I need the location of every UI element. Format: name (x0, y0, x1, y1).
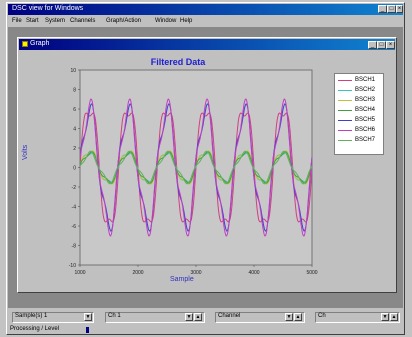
legend-label: BSCH7 (355, 137, 376, 143)
y-tick-label: -10 (69, 263, 76, 269)
x-tick-label: 1000 (74, 270, 85, 276)
maximize-icon[interactable]: □ (387, 5, 396, 13)
graph-close-icon[interactable]: × (386, 41, 395, 49)
y-tick-label: 0 (73, 166, 76, 172)
status-progress (86, 327, 89, 333)
y-tick-label: -8 (72, 244, 77, 250)
status-text: Processing / Level (10, 326, 60, 332)
close-icon[interactable]: × (396, 5, 403, 13)
legend-label: BSCH5 (355, 117, 376, 123)
x-tick-label: 3000 (190, 270, 201, 276)
x-tick-label: 4000 (248, 270, 259, 276)
y-tick-label: -2 (72, 185, 77, 191)
legend-swatch (338, 130, 352, 131)
menu-start[interactable]: Start (26, 18, 39, 24)
channel-a-down-icon[interactable]: ▼ (185, 313, 193, 321)
app-titlebar[interactable] (8, 4, 403, 15)
x-axis-label: Sample (170, 276, 194, 283)
channel-b-panel (215, 312, 305, 323)
graph-window-icon (22, 41, 28, 47)
legend-swatch (338, 120, 352, 121)
legend: BSCH1 BSCH2 BSCH3 BSCH4 BSCH5 BSCH6 BSCH… (334, 73, 384, 155)
graph-window-title: Graph (30, 40, 50, 47)
channel-a-label: Ch 1 (108, 313, 121, 319)
legend-label: BSCH2 (355, 87, 376, 93)
menu-window[interactable]: Window (155, 18, 177, 24)
series-line-bsch6 (80, 98, 312, 237)
legend-item: BSCH3 (338, 96, 382, 105)
y-tick-label: 10 (70, 68, 76, 74)
channel-b-label: Channel (218, 313, 241, 319)
chart-title: Filtered Data (150, 57, 206, 67)
channel-b-up-icon[interactable]: ▲ (294, 313, 302, 321)
series-line-bsch7 (80, 150, 312, 185)
sample-dropdown-icon[interactable]: ▼ (84, 313, 92, 321)
x-tick-label: 2000 (132, 270, 143, 276)
channel-c-panel (315, 312, 400, 323)
legend-label: BSCH4 (355, 107, 376, 113)
channel-c-down-icon[interactable]: ▼ (381, 313, 389, 321)
y-tick-label: 8 (73, 88, 76, 94)
legend-item: BSCH5 (338, 116, 382, 125)
channel-a-up-icon[interactable]: ▲ (194, 313, 202, 321)
menu-file[interactable]: File (12, 18, 22, 24)
channel-a-panel (105, 312, 205, 323)
y-tick-label: -4 (72, 205, 77, 211)
legend-swatch (338, 100, 352, 101)
menu-help[interactable]: Help (180, 18, 193, 24)
x-tick-label: 5000 (306, 270, 317, 276)
legend-item: BSCH6 (338, 126, 382, 135)
y-axis-label: Volts (22, 144, 29, 160)
plot-area: -10 -8 -6 -4 -2 0 2 4 6 8 10 1000 2000 3000 4000 5000 (69, 68, 318, 276)
legend-item: BSCH1 (338, 76, 382, 85)
y-tick-label: 2 (73, 146, 76, 152)
minimize-icon[interactable]: _ (378, 5, 387, 13)
app-title: DSC view for Windows (12, 5, 84, 12)
status-bar (8, 325, 403, 334)
legend-item: BSCH4 (338, 106, 382, 115)
legend-swatch (338, 90, 352, 91)
menu-system[interactable]: System (45, 18, 66, 24)
menu-graph-action[interactable]: Graph/Action (106, 18, 142, 24)
legend-label: BSCH3 (355, 97, 376, 103)
menu-channels[interactable]: Channels (70, 18, 96, 24)
graph-titlebar[interactable] (19, 39, 395, 50)
legend-swatch (338, 140, 352, 141)
legend-swatch (338, 110, 352, 111)
channel-c-label: Ch (318, 313, 326, 319)
y-tick-label: 6 (73, 107, 76, 113)
sample-panel (12, 312, 94, 323)
y-tick-label: -6 (72, 224, 77, 230)
channel-c-up-icon[interactable]: ▲ (390, 313, 398, 321)
graph-maximize-icon[interactable]: □ (377, 41, 386, 49)
channel-b-down-icon[interactable]: ▼ (285, 313, 293, 321)
legend-label: BSCH6 (355, 127, 376, 133)
sample-panel-label: Sample(s) 1 (15, 313, 48, 319)
menu-bar: File Start System Channels Graph/Action … (8, 16, 403, 26)
legend-item: BSCH2 (338, 86, 382, 95)
legend-item: BSCH7 (338, 136, 382, 145)
legend-label: BSCH1 (355, 77, 376, 83)
y-tick-label: 4 (73, 127, 76, 133)
graph-minimize-icon[interactable]: _ (368, 41, 377, 49)
legend-swatch (338, 80, 352, 81)
